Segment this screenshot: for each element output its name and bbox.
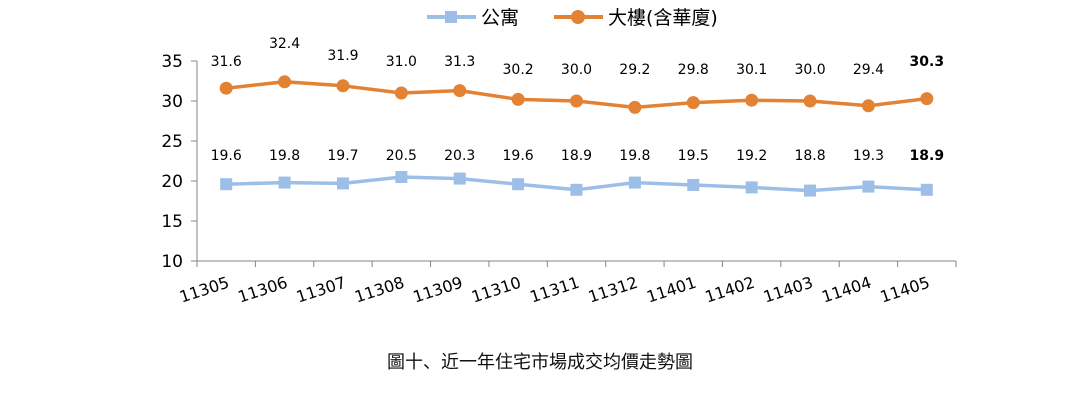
data-point bbox=[511, 92, 525, 106]
data-label: 19.6 bbox=[211, 148, 242, 164]
data-label: 31.9 bbox=[327, 48, 358, 64]
x-tick-label: 11309 bbox=[411, 273, 465, 307]
y-tick-label: 30 bbox=[161, 92, 183, 112]
x-tick-label: 11312 bbox=[586, 273, 640, 307]
legend-marker-0 bbox=[445, 11, 457, 23]
y-axis: 10 15 20 25 30 35 bbox=[161, 52, 198, 272]
legend-marker-1 bbox=[571, 10, 585, 24]
x-tick-label: 11306 bbox=[236, 273, 290, 307]
data-point bbox=[920, 92, 934, 106]
data-point bbox=[861, 99, 875, 113]
data-point bbox=[862, 180, 875, 193]
data-point bbox=[278, 75, 292, 89]
legend-label-1: 大樓(含華廈) bbox=[608, 7, 718, 29]
data-label: 19.3 bbox=[853, 148, 884, 164]
x-axis: 11305 11306 11307 11308 11309 11310 11311 11312… bbox=[177, 260, 957, 307]
data-point bbox=[219, 81, 233, 95]
y-tick-label: 15 bbox=[161, 212, 183, 232]
x-tick-label: 11308 bbox=[352, 273, 406, 307]
data-label: 18.9 bbox=[910, 148, 945, 164]
figure-caption: 圖十、近一年住宅市場成交均價走勢圖 bbox=[387, 352, 693, 373]
y-tick-label: 25 bbox=[161, 132, 183, 152]
data-point bbox=[453, 84, 467, 98]
data-point bbox=[336, 79, 350, 93]
data-label: 29.2 bbox=[619, 62, 650, 78]
data-label: 30.2 bbox=[503, 62, 534, 78]
legend: 公寓 大樓(含華廈) bbox=[427, 7, 718, 29]
x-tick-label: 11405 bbox=[878, 273, 932, 307]
data-point bbox=[803, 94, 817, 108]
series-layer bbox=[219, 75, 934, 197]
data-label: 18.8 bbox=[794, 148, 825, 164]
data-point bbox=[686, 96, 700, 110]
data-point bbox=[278, 176, 291, 189]
data-label: 19.7 bbox=[327, 148, 358, 164]
data-point bbox=[453, 172, 466, 185]
x-tick-label: 11404 bbox=[819, 273, 873, 307]
data-label: 31.3 bbox=[444, 54, 475, 70]
x-tick-label: 11401 bbox=[644, 273, 698, 307]
data-point bbox=[628, 100, 642, 114]
data-label: 30.0 bbox=[794, 62, 825, 78]
x-tick-label: 11311 bbox=[527, 273, 581, 307]
legend-label-0: 公寓 bbox=[481, 7, 519, 29]
data-point bbox=[394, 86, 408, 100]
x-tick-label: 11402 bbox=[703, 273, 757, 307]
data-label: 30.3 bbox=[910, 54, 945, 70]
data-labels: 19.6 19.8 19.7 20.5 20.3 19.6 18.9 19.8 19.5 19.2… bbox=[211, 36, 944, 164]
data-point bbox=[512, 178, 525, 191]
data-label: 19.8 bbox=[269, 148, 300, 164]
data-point bbox=[745, 181, 758, 194]
data-label: 20.3 bbox=[444, 148, 475, 164]
data-label: 18.9 bbox=[561, 148, 592, 164]
y-tick-label: 35 bbox=[161, 52, 183, 72]
data-label: 30.1 bbox=[736, 62, 767, 78]
data-point bbox=[570, 94, 583, 108]
data-label: 19.8 bbox=[619, 148, 650, 164]
data-label: 19.5 bbox=[678, 148, 709, 164]
data-label: 31.0 bbox=[386, 54, 417, 70]
data-label: 31.6 bbox=[211, 54, 242, 70]
y-tick-label: 10 bbox=[161, 252, 183, 272]
data-point bbox=[687, 179, 700, 191]
data-label: 19.6 bbox=[503, 148, 534, 164]
data-point bbox=[745, 93, 759, 107]
data-point bbox=[920, 183, 933, 196]
data-label: 20.5 bbox=[386, 148, 417, 164]
data-point bbox=[220, 178, 233, 191]
data-point bbox=[336, 177, 349, 190]
x-tick-label: 11305 bbox=[177, 273, 231, 307]
data-label: 29.4 bbox=[853, 62, 884, 78]
data-label: 30.0 bbox=[561, 62, 592, 78]
data-point bbox=[570, 183, 583, 196]
data-label: 29.8 bbox=[678, 62, 709, 78]
x-tick-label: 11403 bbox=[761, 273, 815, 307]
data-point bbox=[395, 171, 408, 183]
y-tick-label: 20 bbox=[161, 172, 183, 192]
data-label: 32.4 bbox=[269, 36, 300, 52]
data-point bbox=[804, 184, 817, 197]
data-point bbox=[628, 176, 641, 189]
x-tick-label: 11307 bbox=[294, 273, 348, 307]
data-label: 19.2 bbox=[736, 148, 767, 164]
x-tick-label: 11310 bbox=[469, 273, 523, 307]
